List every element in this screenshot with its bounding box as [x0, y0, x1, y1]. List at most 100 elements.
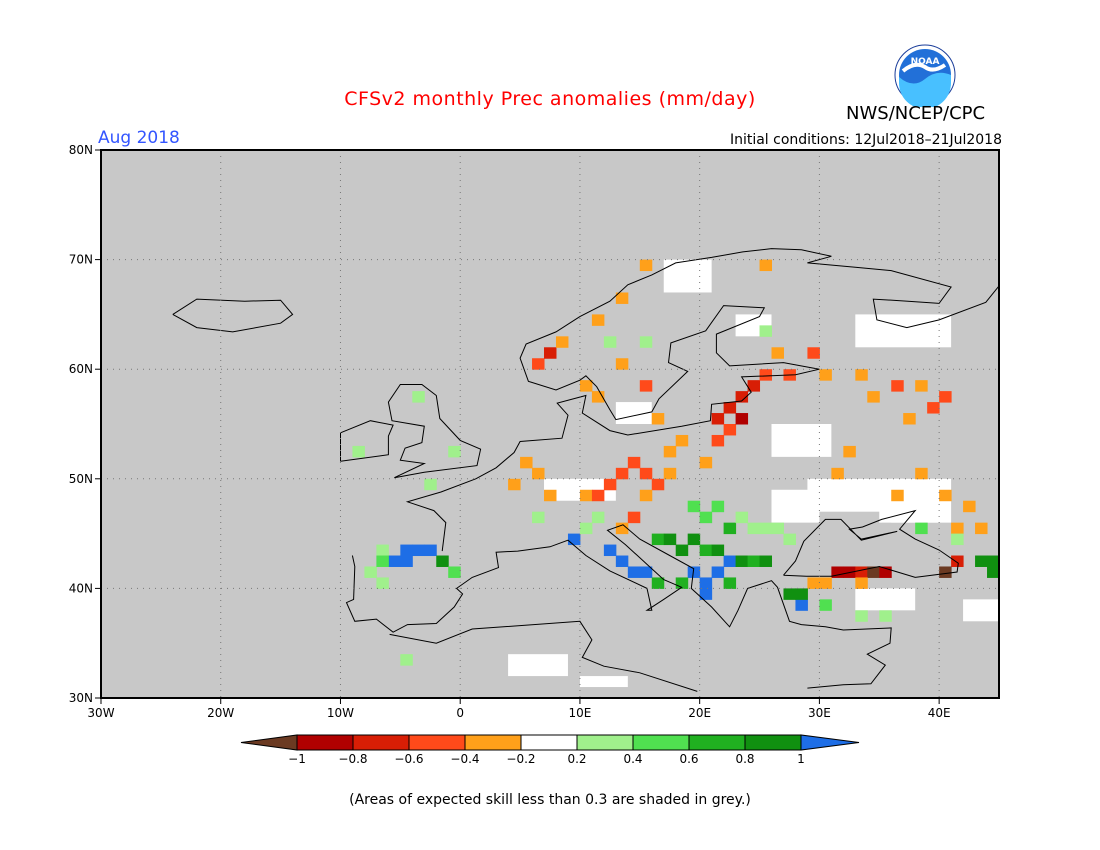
anomaly-cell [915, 380, 928, 392]
anomaly-cell [603, 544, 617, 557]
lat-label: 30N [69, 691, 93, 705]
anomaly-cell [532, 511, 545, 524]
anomaly-cell [376, 577, 389, 589]
map-frame [100, 149, 1000, 699]
anomaly-cell [759, 325, 773, 337]
anomaly-cell [759, 259, 773, 272]
anomaly-cell [687, 533, 701, 546]
anomaly-cell [867, 391, 880, 403]
anomaly-cells [352, 259, 1000, 688]
anomaly-cell [579, 489, 593, 502]
anomaly-cell [508, 478, 521, 491]
anomaly-cell [855, 369, 868, 381]
anomaly-cell [675, 434, 689, 447]
anomaly-cell [699, 456, 713, 469]
anomaly-cell [927, 402, 940, 414]
coastline [783, 509, 959, 578]
neutral-anomaly-zone [855, 314, 952, 348]
anomaly-cell [639, 566, 653, 578]
anomaly-cell [951, 522, 964, 535]
anomaly-cell [651, 478, 665, 491]
lat-label: 80N [69, 143, 93, 157]
anomaly-cell [795, 599, 808, 611]
anomaly-cell [615, 522, 629, 535]
neutral-anomaly-zone [615, 402, 652, 424]
anomaly-cell [819, 369, 832, 381]
anomaly-cell [735, 391, 749, 403]
anomaly-cell [759, 555, 773, 567]
anomaly-cell [759, 369, 773, 381]
anomaly-cell [615, 467, 629, 480]
anomaly-cell [639, 380, 653, 392]
anomaly-cell [915, 467, 928, 480]
anomaly-cell [975, 522, 988, 535]
anomaly-cell [723, 402, 737, 414]
anomaly-cell [939, 391, 952, 403]
anomaly-cell [448, 445, 461, 458]
anomaly-cell [711, 434, 725, 447]
anomaly-cell [771, 347, 784, 359]
anomaly-cell [747, 522, 761, 535]
anomaly-cell [639, 489, 653, 502]
anomaly-cell [975, 555, 988, 567]
neutral-anomaly-zone [963, 599, 999, 622]
agency-label: NWS/NCEP/CPC [846, 103, 986, 124]
anomaly-cell [364, 566, 377, 578]
anomaly-cell [711, 500, 725, 513]
anomaly-cell [819, 577, 832, 589]
anomaly-cell [711, 544, 725, 557]
anomaly-cell [603, 336, 617, 348]
anomaly-cell [532, 467, 545, 480]
anomaly-cell [687, 500, 701, 513]
anomaly-cell [651, 413, 665, 425]
neutral-anomaly-zone [508, 654, 568, 677]
chart-title: CFSv2 monthly Prec anomalies (mm/day) [344, 88, 756, 110]
anomaly-cell [807, 577, 820, 589]
anomaly-cell [903, 413, 916, 425]
lon-label: 40E [928, 706, 951, 720]
anomaly-cell [759, 522, 773, 535]
gridlines [101, 150, 999, 698]
anomaly-cell [579, 380, 593, 392]
anomaly-cell [831, 467, 844, 480]
lon-label: 20W [207, 706, 234, 720]
anomaly-cell [651, 577, 665, 589]
anomaly-cell [747, 380, 761, 392]
anomaly-cell [987, 555, 1000, 567]
anomaly-cell [555, 336, 569, 348]
anomaly-cell [615, 555, 629, 567]
anomaly-cell [639, 467, 653, 480]
svg-text:NOAA: NOAA [911, 57, 940, 67]
anomaly-cell [544, 489, 557, 502]
coastline [172, 298, 294, 333]
anomaly-cell [819, 599, 832, 611]
anomaly-cell [376, 555, 389, 567]
anomaly-cell [723, 424, 737, 436]
anomaly-cell [663, 445, 677, 458]
anomaly-cell [831, 566, 844, 578]
anomaly-cell [891, 380, 904, 392]
lon-label: 30E [808, 706, 831, 720]
anomaly-cell [412, 391, 425, 403]
anomaly-cell [520, 456, 533, 469]
anomaly-cell [879, 610, 892, 622]
anomaly-cell [771, 522, 784, 535]
noaa-logo: NOAA [894, 44, 956, 107]
anomaly-cell [747, 555, 761, 567]
lat-label: 50N [69, 472, 93, 486]
lat-label: 60N [69, 362, 93, 376]
anomaly-cell [591, 511, 605, 524]
anomaly-cell [699, 544, 713, 557]
neutral-anomaly-zone [663, 259, 712, 293]
anomaly-cell [699, 511, 713, 524]
anomaly-cell [867, 566, 880, 578]
anomaly-cell [436, 555, 449, 567]
anomaly-cell [544, 347, 557, 359]
anomaly-cell [723, 522, 737, 535]
anomaly-cell [939, 489, 952, 502]
anomaly-cell [699, 577, 713, 589]
anomaly-cell [651, 533, 665, 546]
anomaly-cell [699, 588, 713, 600]
anomaly-cell [987, 566, 1000, 578]
